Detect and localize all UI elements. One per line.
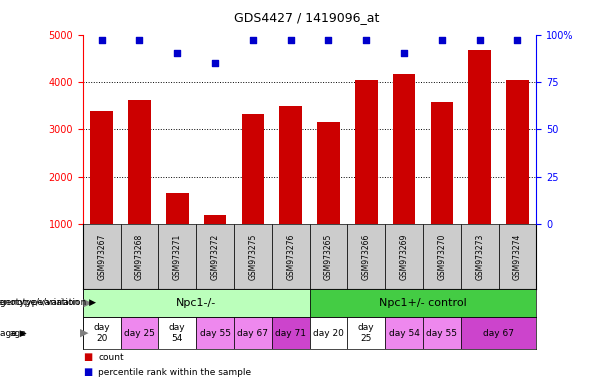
Text: GSM973274: GSM973274: [513, 233, 522, 280]
Bar: [83, 317, 121, 349]
Text: Npc1+/- control: Npc1+/- control: [379, 298, 467, 308]
Bar: [272, 317, 310, 349]
Text: age: age: [9, 329, 26, 338]
Bar: [461, 317, 536, 349]
Point: [210, 60, 220, 66]
Text: day
20: day 20: [93, 323, 110, 343]
Text: GSM973271: GSM973271: [173, 233, 182, 280]
Text: genotype/variation ▶: genotype/variation ▶: [0, 298, 96, 308]
Text: ▶: ▶: [80, 298, 92, 308]
Text: GSM973270: GSM973270: [437, 233, 446, 280]
Text: GSM973268: GSM973268: [135, 233, 144, 280]
Text: genotype/variation: genotype/variation: [0, 298, 80, 308]
Bar: [196, 224, 234, 289]
Text: day 54: day 54: [389, 329, 419, 338]
Text: GSM973276: GSM973276: [286, 233, 295, 280]
Text: ■: ■: [83, 367, 92, 377]
Bar: [90, 111, 113, 224]
Bar: [310, 317, 348, 349]
Bar: [166, 193, 189, 224]
Bar: [158, 224, 196, 289]
Point: [437, 37, 447, 43]
Text: day 20: day 20: [313, 329, 344, 338]
Text: day
25: day 25: [358, 323, 375, 343]
Text: percentile rank within the sample: percentile rank within the sample: [98, 368, 251, 377]
Point: [324, 37, 333, 43]
Text: day 25: day 25: [124, 329, 155, 338]
Bar: [385, 224, 423, 289]
Point: [361, 37, 371, 43]
Bar: [461, 224, 498, 289]
Text: GSM973267: GSM973267: [97, 233, 106, 280]
Point: [512, 37, 522, 43]
Bar: [196, 317, 234, 349]
Text: day 55: day 55: [427, 329, 457, 338]
Text: day 67: day 67: [237, 329, 268, 338]
Text: count: count: [98, 353, 124, 362]
Text: day 67: day 67: [483, 329, 514, 338]
Text: day
54: day 54: [169, 323, 186, 343]
Text: ■: ■: [83, 352, 92, 362]
Point: [475, 37, 485, 43]
Bar: [234, 317, 272, 349]
Bar: [385, 317, 423, 349]
Text: GSM973269: GSM973269: [400, 233, 409, 280]
Text: GSM973266: GSM973266: [362, 233, 371, 280]
Bar: [280, 106, 302, 224]
Text: ▶: ▶: [80, 328, 88, 338]
Bar: [355, 81, 378, 224]
Bar: [121, 317, 158, 349]
Text: GSM973265: GSM973265: [324, 233, 333, 280]
Bar: [83, 289, 310, 317]
Bar: [242, 114, 264, 224]
Point: [134, 37, 145, 43]
Bar: [468, 50, 491, 224]
Text: GSM973273: GSM973273: [475, 233, 484, 280]
Bar: [310, 289, 536, 317]
Bar: [317, 122, 340, 224]
Bar: [423, 224, 461, 289]
Bar: [204, 215, 226, 224]
Text: age ▶: age ▶: [0, 329, 26, 338]
Text: GSM973272: GSM973272: [210, 233, 219, 280]
Point: [172, 50, 182, 56]
Point: [97, 37, 107, 43]
Point: [399, 50, 409, 56]
Text: day 55: day 55: [200, 329, 230, 338]
Bar: [348, 317, 385, 349]
Text: Npc1-/-: Npc1-/-: [176, 298, 216, 308]
Bar: [506, 79, 529, 224]
Bar: [430, 102, 453, 224]
Bar: [423, 317, 461, 349]
Bar: [83, 224, 121, 289]
Point: [286, 37, 295, 43]
Bar: [158, 317, 196, 349]
Bar: [272, 224, 310, 289]
Bar: [310, 224, 348, 289]
Text: day 71: day 71: [275, 329, 306, 338]
Bar: [128, 100, 151, 224]
Bar: [393, 74, 416, 224]
Bar: [121, 224, 158, 289]
Bar: [498, 224, 536, 289]
Bar: [348, 224, 385, 289]
Bar: [234, 224, 272, 289]
Text: GSM973275: GSM973275: [248, 233, 257, 280]
Text: GDS4427 / 1419096_at: GDS4427 / 1419096_at: [234, 12, 379, 25]
Point: [248, 37, 257, 43]
